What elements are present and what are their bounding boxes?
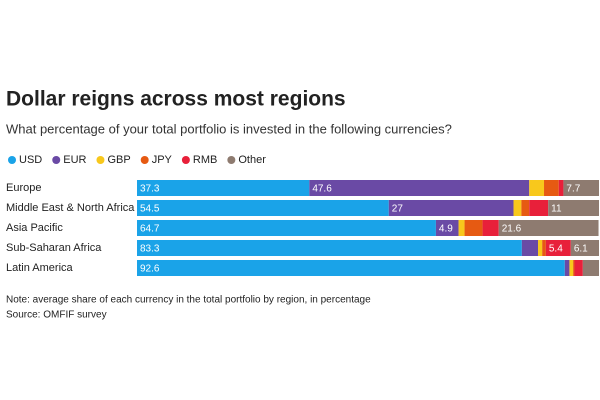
- legend-swatch: [52, 156, 61, 164]
- bar-segment: [529, 200, 549, 216]
- value-label: 7.7: [566, 184, 580, 195]
- value-label: 64.7: [140, 224, 160, 235]
- bar-segment: [564, 260, 570, 276]
- value-label: 21.6: [502, 224, 522, 235]
- value-label: 4.9: [439, 224, 453, 235]
- bar-segment: [529, 180, 545, 196]
- legend-label: EUR: [63, 154, 86, 166]
- value-label: 11: [551, 204, 562, 215]
- legend-label: GBP: [107, 154, 130, 166]
- legend-label: JPY: [152, 154, 173, 166]
- bar-segment: [435, 220, 459, 236]
- bar-segment: [542, 240, 546, 256]
- category-label: Sub-Saharan Africa: [6, 242, 102, 254]
- value-label: 54.5: [140, 204, 160, 215]
- bar-segment: [558, 180, 564, 196]
- category-label: Latin America: [6, 262, 74, 274]
- legend-label: USD: [19, 154, 42, 166]
- value-label: 47.6: [312, 184, 332, 195]
- bar-segment: [569, 260, 574, 276]
- bar-segment: [570, 240, 599, 256]
- value-label: 83.3: [140, 244, 160, 255]
- bar-segment: [498, 220, 599, 236]
- bar-segment: [309, 180, 530, 196]
- legend-swatch: [181, 156, 190, 164]
- bar-segment: [563, 180, 599, 196]
- bar-segment: [544, 180, 559, 196]
- bar-segment: [521, 240, 539, 256]
- bar-segment: [538, 240, 543, 256]
- bar-segment: [388, 200, 514, 216]
- legend-swatch: [140, 156, 149, 164]
- legend-swatch: [227, 156, 236, 164]
- bar-segment: [137, 180, 310, 196]
- bar-segment: [137, 240, 522, 256]
- bar-segment: [521, 200, 530, 216]
- bar-segment: [574, 260, 583, 276]
- value-label: 92.6: [140, 264, 160, 275]
- bar-segment: [582, 260, 599, 276]
- category-label: Asia Pacific: [6, 222, 63, 234]
- bar-segment: [573, 260, 575, 276]
- legend-label: RMB: [193, 154, 217, 166]
- category-label: Europe: [6, 182, 41, 194]
- value-label: 5.4: [549, 244, 563, 255]
- bar-segment: [548, 200, 599, 216]
- note: Note: average share of each currency in …: [6, 295, 371, 306]
- value-label: 6.1: [574, 244, 588, 255]
- category-label: Middle East & North Africa: [6, 202, 135, 214]
- bar-segment: [513, 200, 522, 216]
- legend-label: Other: [238, 154, 266, 166]
- source: Source: OMFIF survey: [6, 310, 107, 321]
- bar-segment: [137, 200, 389, 216]
- value-label: 37.3: [140, 184, 160, 195]
- bar-segment: [458, 220, 465, 236]
- chart-title: Dollar reigns across most regions: [6, 88, 346, 111]
- legend-swatch: [96, 156, 105, 164]
- legend-swatch: [8, 156, 16, 164]
- chart-subtitle: What percentage of your total portfolio …: [6, 121, 452, 136]
- bar-segment: [545, 240, 571, 256]
- bar-segment: [482, 220, 499, 236]
- bar-segment: [464, 220, 483, 236]
- value-label: 27: [392, 204, 404, 215]
- bar-segment: [137, 220, 436, 236]
- bar-segment: [137, 260, 565, 276]
